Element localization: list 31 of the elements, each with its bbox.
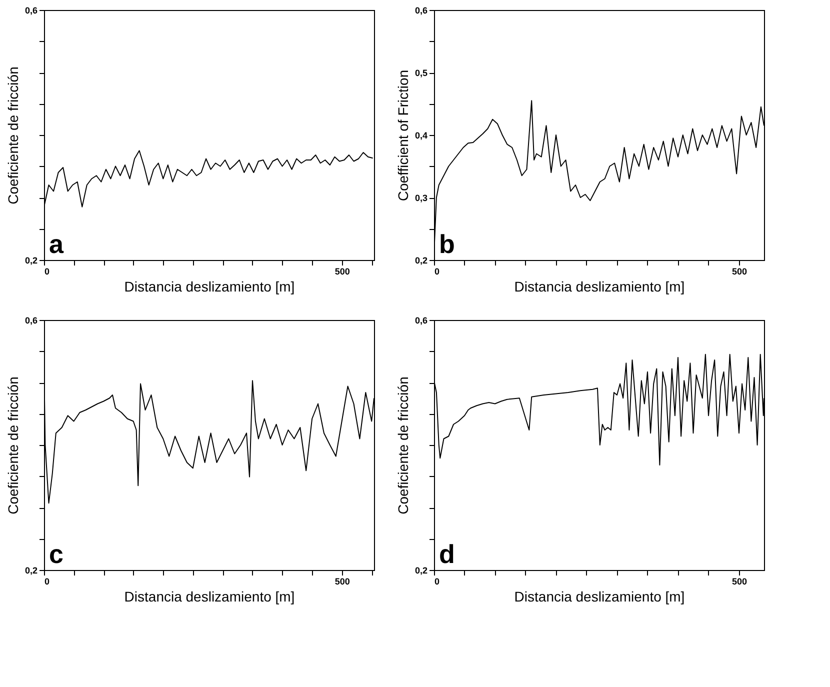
x-axis-title: Distancia deslizamiento [m] [514,278,685,294]
y-tick-label: 0,5 [414,68,428,78]
annotation: d [439,539,455,569]
annotation: a [49,229,64,259]
x-tick-label: 0 [434,266,440,276]
y-tick-label: 0,2 [24,256,38,266]
y-axis-title: Coefficient of Friction [394,70,411,202]
x-tick-label: 500 [732,266,748,276]
annotation: b [439,229,455,259]
y-tick-label: 0,6 [414,6,428,16]
x-tick-label: 0 [434,576,440,586]
y-tick-label: 0,4 [414,130,428,140]
x-axis-title: Distancia deslizamiento [m] [514,588,685,604]
x-tick-label: 500 [334,266,350,276]
y-tick-label: 0,2 [414,566,428,576]
y-tick-label: 0,6 [24,6,38,16]
x-axis-title: Distancia deslizamiento [m] [124,278,295,294]
y-axis-title: Coeficiente de fricción [394,376,411,514]
y-tick-label: 0,6 [24,316,38,326]
y-tick-label: 0,6 [414,316,428,326]
x-axis-title: Distancia deslizamiento [m] [124,588,295,604]
y-axis-title: Coeficiente de fricción [4,66,21,204]
y-tick-label: 0,3 [414,193,428,203]
x-tick-label: 500 [732,576,748,586]
x-tick-label: 0 [44,576,50,586]
y-tick-label: 0,2 [24,566,38,576]
x-tick-label: 500 [334,576,350,586]
y-tick-label: 0,2 [414,256,428,266]
x-tick-label: 0 [44,266,50,276]
annotation: c [49,539,64,569]
y-axis-title: Coeficiente de fricción [4,376,21,514]
